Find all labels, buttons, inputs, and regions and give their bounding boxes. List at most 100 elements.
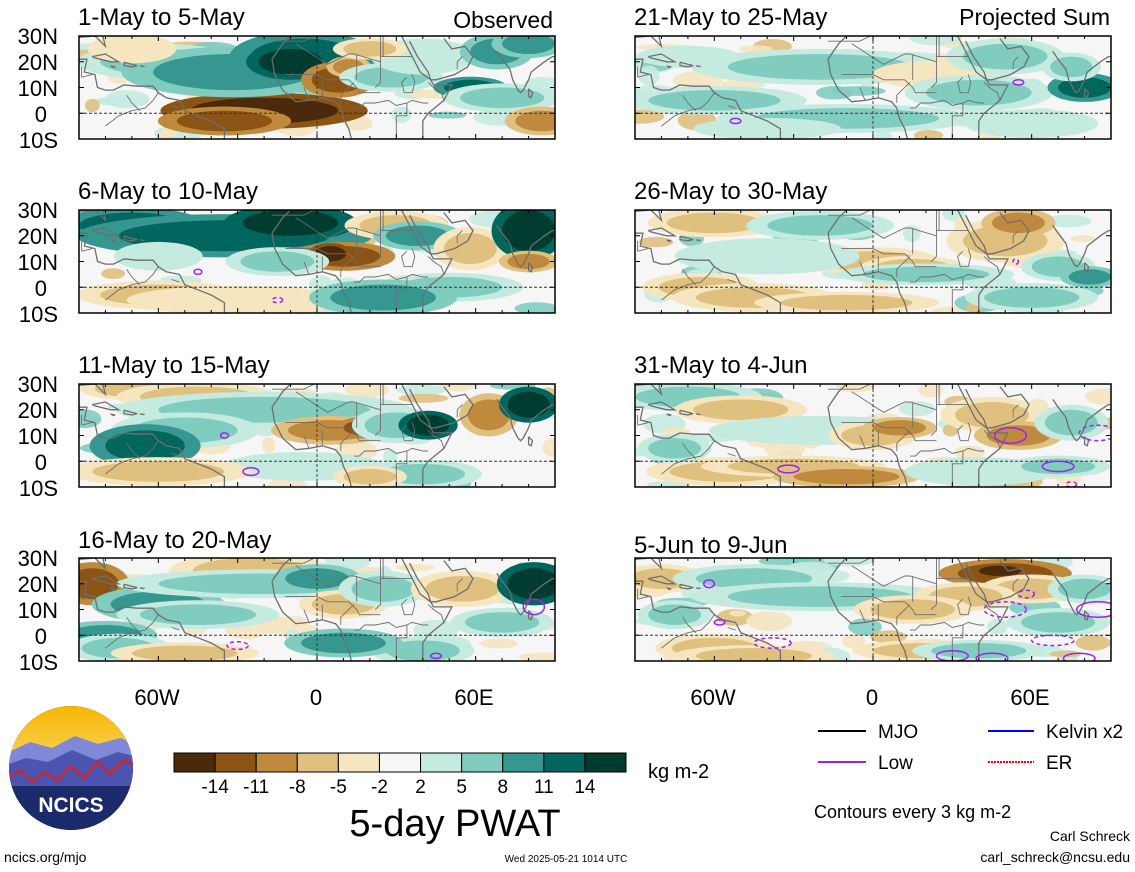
lat-tick-0: 0 (35, 624, 47, 649)
coastline (1052, 399, 1111, 442)
low-contour (242, 466, 260, 477)
country-border (859, 609, 866, 623)
lat-tick-10s: 10S (19, 650, 58, 675)
low-contour (993, 427, 1028, 444)
lat-tick-20n: 20N (18, 224, 58, 249)
legend-label-kelvin: Kelvin x2 (1046, 722, 1123, 743)
lat-tick-0: 0 (35, 102, 47, 127)
coastline (79, 232, 226, 313)
country-border (303, 87, 310, 101)
pwat-anomaly-shading (158, 127, 177, 139)
pwat-anomaly-shading (391, 106, 412, 124)
figure-title: 5-day PWAT (349, 803, 560, 845)
coastline (271, 36, 453, 139)
low-contour (193, 268, 203, 276)
coastline (1052, 51, 1111, 94)
coastline (496, 225, 555, 268)
coastline (647, 227, 678, 237)
coastline (271, 558, 453, 661)
panel-title-left-1: 1-May to 5-May (78, 4, 245, 31)
country-border (1012, 404, 1019, 418)
footer-site: ncics.org/mjo (4, 849, 87, 865)
country-border (841, 248, 937, 268)
coastline (679, 235, 694, 242)
map-panels (78, 35, 1112, 662)
coastline (1003, 144, 1006, 152)
coastline (666, 587, 672, 591)
country-border (859, 435, 866, 449)
pwat-anomaly-shading (396, 384, 446, 396)
coastline (79, 58, 226, 139)
pwat-anomaly-shading (126, 246, 191, 267)
lat-tick-20n: 20N (18, 398, 58, 423)
pwat-anomaly-shading (899, 401, 936, 417)
colorbar-tick-label: -11 (243, 777, 269, 798)
country-border (401, 74, 416, 94)
pwat-anomaly-shading (648, 604, 702, 625)
pwat-anomaly-shading (714, 120, 821, 137)
colorbar-swatch (173, 752, 216, 773)
coastline (447, 318, 450, 326)
pwat-anomaly-shading (746, 611, 793, 632)
country-border (727, 453, 736, 457)
low-contour (1030, 634, 1075, 647)
country-border (828, 210, 871, 216)
country-border (637, 248, 649, 252)
colorbar-tick-label: 5 (456, 777, 467, 798)
country-border (81, 74, 93, 78)
coastline (695, 413, 702, 416)
pwat-anomaly-shading (176, 110, 273, 132)
country-border (81, 422, 93, 426)
country-border (295, 565, 381, 610)
low-contour (1078, 424, 1111, 442)
contour-note: Contours every 3 kg m-2 (814, 802, 1011, 822)
coastline (271, 384, 453, 487)
coastline (271, 210, 453, 313)
panel-title-left-4: 16-May to 20-May (78, 527, 271, 554)
country-border (354, 447, 397, 457)
country-border (171, 105, 180, 109)
lat-tick-30n: 30N (18, 198, 58, 223)
pwat-anomaly-shading (1070, 235, 1095, 242)
country-border (983, 256, 1001, 275)
country-border (396, 447, 429, 454)
coastline (110, 239, 116, 243)
pwat-anomaly-shading (836, 384, 875, 393)
low-contour (1012, 258, 1020, 265)
coastline (695, 587, 702, 590)
country-border (951, 451, 964, 487)
country-border (637, 596, 649, 600)
country-border (126, 616, 141, 634)
country-border (295, 391, 381, 436)
panel-title-right-3: 31-May to 4-Jun (634, 352, 807, 379)
country-border (396, 621, 429, 628)
coastline (827, 210, 848, 234)
pwat-anomaly-shading (515, 110, 555, 132)
map-panel-observed-1 (78, 35, 556, 140)
coastline (496, 399, 555, 442)
coastline (527, 610, 534, 621)
country-border (427, 604, 445, 623)
coastline (695, 239, 702, 242)
country-border (126, 268, 141, 286)
projected-label: Projected Sum (959, 4, 1110, 30)
coastline (666, 239, 672, 243)
lat-tick-10s: 10S (19, 302, 58, 327)
country-border (285, 248, 381, 268)
pwat-anomaly-shading (502, 210, 555, 252)
coastline (965, 38, 1030, 81)
pwat-anomaly-shading (1075, 634, 1111, 651)
colorbar-tick-label: -14 (201, 777, 229, 798)
country-border (828, 558, 871, 564)
pwat-anomaly-shading (502, 36, 555, 55)
coastline (647, 53, 678, 63)
pwat-anomaly-shading (1044, 214, 1092, 228)
colorbar-tick-label: 8 (497, 777, 508, 798)
colorbar-swatch (255, 752, 298, 773)
coastline (139, 587, 146, 590)
low-contour (429, 652, 443, 660)
lon-tick-60e: 60E (454, 685, 493, 710)
pwat-anomaly-shading (1058, 77, 1111, 98)
pwat-anomaly-shading (767, 215, 873, 236)
footer-timestamp: Wed 2025-05-21 1014 UTC (505, 854, 628, 865)
